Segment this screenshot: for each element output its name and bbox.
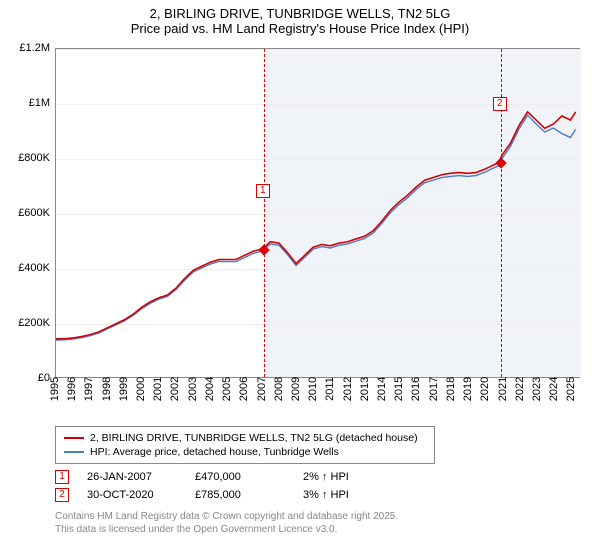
footer-copyright: Contains HM Land Registry data © Crown c… — [55, 510, 600, 523]
chart-container: 2, BIRLING DRIVE, TUNBRIDGE WELLS, TN2 5… — [0, 0, 600, 560]
x-tick-label: 2017 — [428, 377, 440, 401]
legend: 2, BIRLING DRIVE, TUNBRIDGE WELLS, TN2 5… — [55, 426, 435, 464]
marker-badge: 1 — [55, 470, 69, 484]
x-tick-label: 2011 — [324, 377, 336, 401]
trans-price: £785,000 — [195, 489, 285, 501]
y-tick-label: £1M — [29, 97, 50, 109]
marker-callout: 2 — [493, 97, 507, 111]
x-tick-label: 2014 — [376, 377, 388, 401]
table-row: 2 30-OCT-2020 £785,000 3% ↑ HPI — [55, 486, 600, 504]
x-tick-label: 2007 — [256, 377, 268, 401]
x-tick-label: 2013 — [359, 377, 371, 401]
legend-swatch — [64, 437, 84, 439]
y-tick-label: £600K — [18, 207, 50, 219]
legend-label: 2, BIRLING DRIVE, TUNBRIDGE WELLS, TN2 5… — [90, 432, 418, 444]
table-row: 1 26-JAN-2007 £470,000 2% ↑ HPI — [55, 468, 600, 486]
x-tick-label: 1996 — [66, 377, 78, 401]
chart-area: £0£200K£400K£600K£800K£1M£1.2M 199519961… — [10, 38, 590, 418]
x-tick-label: 2006 — [238, 377, 250, 401]
x-tick-label: 2019 — [462, 377, 474, 401]
x-tick-label: 2004 — [204, 377, 216, 401]
trans-date: 30-OCT-2020 — [87, 489, 177, 501]
x-tick-label: 2022 — [514, 377, 526, 401]
y-tick-label: £400K — [18, 262, 50, 274]
x-tick-label: 1998 — [101, 377, 113, 401]
legend-item: HPI: Average price, detached house, Tunb… — [64, 445, 426, 459]
x-tick-label: 2000 — [135, 377, 147, 401]
x-tick-label: 2024 — [548, 377, 560, 401]
chart-title: 2, BIRLING DRIVE, TUNBRIDGE WELLS, TN2 5… — [0, 0, 600, 38]
x-tick-label: 2016 — [410, 377, 422, 401]
trans-pct: 2% ↑ HPI — [303, 471, 393, 483]
footer-licence: This data is licensed under the Open Gov… — [55, 523, 600, 536]
y-tick-label: £200K — [18, 317, 50, 329]
y-tick-label: £1.2M — [19, 42, 50, 54]
trans-date: 26-JAN-2007 — [87, 471, 177, 483]
x-tick-label: 2021 — [497, 377, 509, 401]
y-tick-label: £800K — [18, 152, 50, 164]
title-subtitle: Price paid vs. HM Land Registry's House … — [10, 21, 590, 36]
x-tick-label: 2020 — [479, 377, 491, 401]
x-tick-label: 2008 — [273, 377, 285, 401]
x-tick-label: 2023 — [531, 377, 543, 401]
marker-callout: 1 — [256, 184, 270, 198]
x-tick-label: 1995 — [49, 377, 61, 401]
x-tick-label: 2001 — [152, 377, 164, 401]
x-tick-label: 2025 — [565, 377, 577, 401]
x-tick-label: 2015 — [393, 377, 405, 401]
transaction-table: 1 26-JAN-2007 £470,000 2% ↑ HPI 2 30-OCT… — [55, 468, 600, 504]
x-tick-label: 1997 — [83, 377, 95, 401]
footer: Contains HM Land Registry data © Crown c… — [55, 510, 600, 536]
legend-item: 2, BIRLING DRIVE, TUNBRIDGE WELLS, TN2 5… — [64, 431, 426, 445]
x-tick-label: 2018 — [445, 377, 457, 401]
trans-price: £470,000 — [195, 471, 285, 483]
legend-swatch — [64, 451, 84, 453]
trans-pct: 3% ↑ HPI — [303, 489, 393, 501]
x-tick-label: 2009 — [290, 377, 302, 401]
x-tick-label: 2002 — [169, 377, 181, 401]
x-tick-label: 2012 — [342, 377, 354, 401]
x-tick-label: 2003 — [187, 377, 199, 401]
x-tick-label: 2005 — [221, 377, 233, 401]
title-address: 2, BIRLING DRIVE, TUNBRIDGE WELLS, TN2 5… — [10, 6, 590, 21]
x-tick-label: 2010 — [307, 377, 319, 401]
legend-label: HPI: Average price, detached house, Tunb… — [90, 446, 339, 458]
marker-badge: 2 — [55, 488, 69, 502]
x-tick-label: 1999 — [118, 377, 130, 401]
